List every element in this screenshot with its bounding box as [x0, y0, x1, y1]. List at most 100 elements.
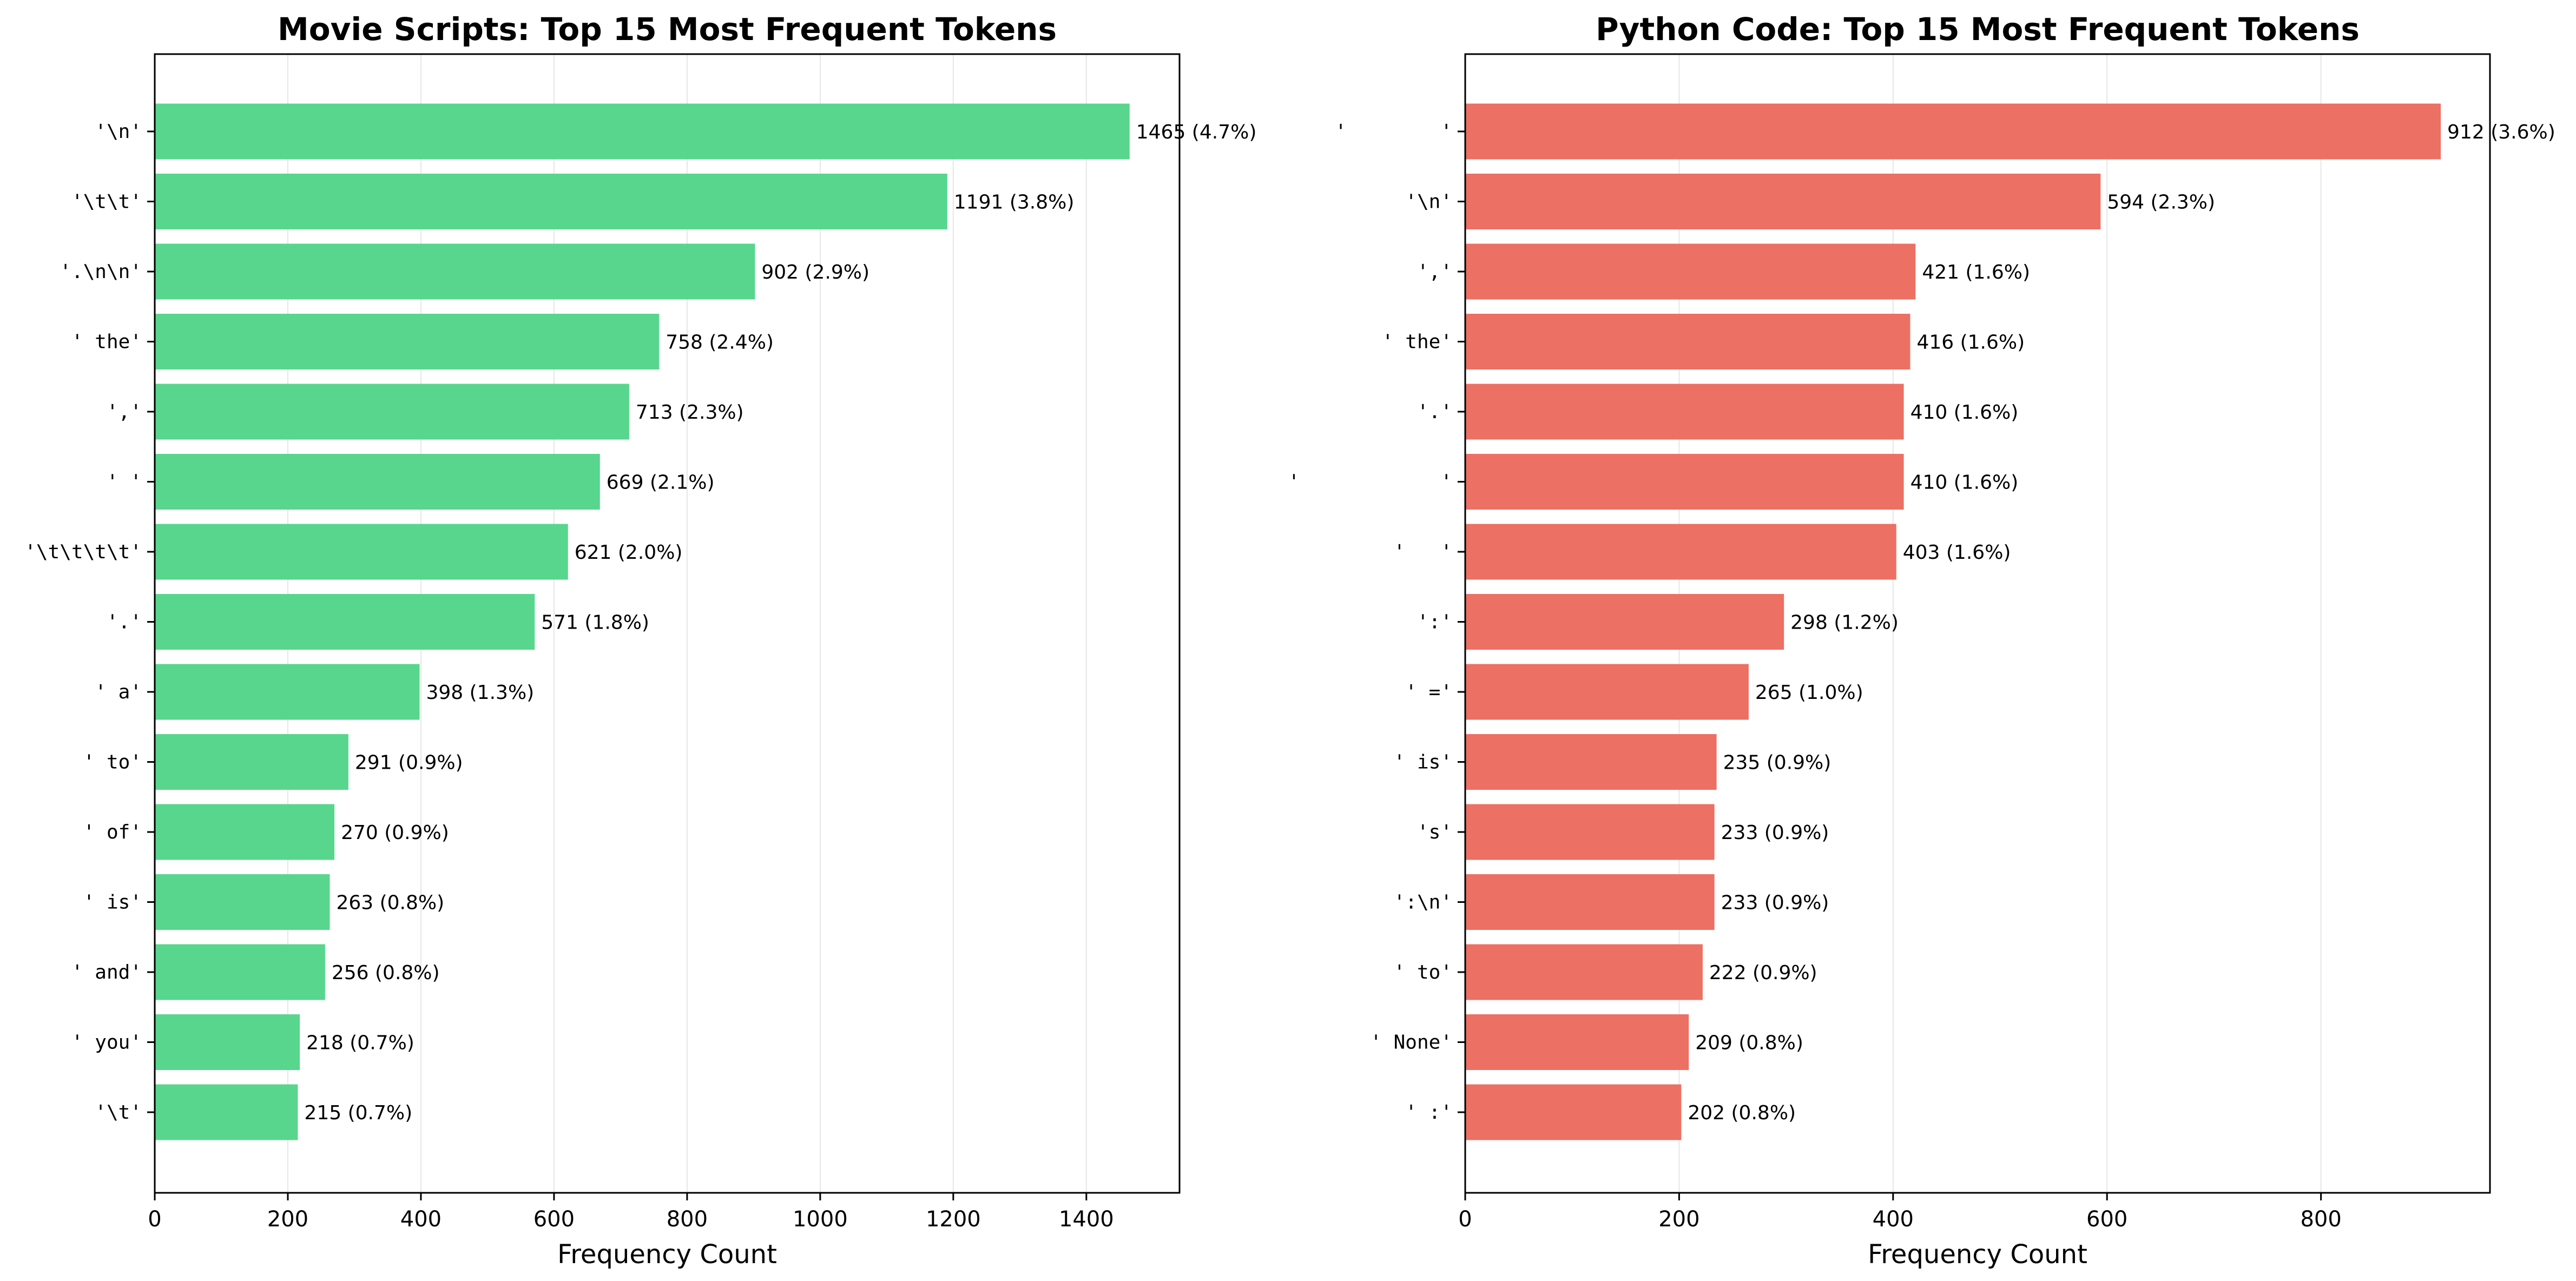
- bar-value-label: 1191 (3.8%): [954, 192, 1075, 214]
- y-tick-label: '\t\t\t\t': [24, 541, 142, 563]
- bar-value-label: 291 (0.9%): [355, 752, 463, 774]
- bar: [155, 1014, 300, 1070]
- bar: [155, 454, 600, 510]
- y-tick-label: ' ': [107, 471, 142, 493]
- x-tick-label: 400: [1873, 1207, 1914, 1232]
- bar: [155, 1084, 298, 1140]
- bar: [155, 174, 947, 229]
- y-tick-label: ' the': [1382, 331, 1452, 353]
- y-tick-label: ' ': [1335, 121, 1452, 143]
- bar: [155, 804, 335, 860]
- bar: [1465, 1084, 1682, 1140]
- bar-value-label: 209 (0.8%): [1695, 1032, 1803, 1054]
- x-tick-label: 200: [1658, 1207, 1699, 1232]
- chart-title: Movie Scripts: Top 15 Most Frequent Toke…: [278, 11, 1057, 48]
- bar-value-label: 410 (1.6%): [1910, 401, 2019, 424]
- bar-value-label: 263 (0.8%): [336, 892, 444, 914]
- bar: [155, 524, 568, 580]
- bar: [1465, 454, 1904, 510]
- bar: [1465, 734, 1717, 790]
- bar: [1465, 1014, 1689, 1070]
- bar-value-label: 912 (3.6%): [2447, 121, 2555, 143]
- y-tick-label: 's': [1417, 821, 1452, 843]
- y-tick-label: ' you': [71, 1032, 142, 1054]
- bar-value-label: 398 (1.3%): [426, 682, 534, 704]
- y-tick-label: '.': [107, 611, 142, 633]
- y-tick-label: '\n': [1405, 191, 1452, 213]
- bar: [155, 314, 660, 369]
- bar-value-label: 403 (1.6%): [1903, 542, 2011, 564]
- bar: [155, 103, 1130, 160]
- y-tick-label: ':': [1417, 611, 1452, 633]
- bar: [155, 594, 535, 650]
- bar: [1465, 874, 1715, 930]
- bar-value-label: 713 (2.3%): [636, 401, 744, 424]
- bar: [155, 243, 755, 300]
- bar-value-label: 233 (0.9%): [1721, 822, 1829, 844]
- bar: [155, 944, 325, 1000]
- y-tick-label: ' =': [1405, 681, 1452, 703]
- bar-value-label: 298 (1.2%): [1790, 612, 1899, 634]
- bar-value-label: 256 (0.8%): [332, 962, 440, 984]
- y-tick-label: ' a': [95, 681, 142, 703]
- x-tick-label: 200: [267, 1207, 308, 1232]
- y-tick-label: '\n': [95, 121, 142, 143]
- plot-frame: [1464, 53, 2491, 1194]
- y-tick-label: ' and': [71, 961, 142, 983]
- bar-value-label: 758 (2.4%): [666, 332, 774, 354]
- plot-frame: [154, 53, 1181, 1194]
- x-tick-label: 800: [2300, 1207, 2341, 1232]
- bar-value-label: 621 (2.0%): [575, 542, 683, 564]
- x-tick-label: 0: [148, 1207, 161, 1232]
- bar: [1465, 664, 1749, 720]
- y-tick-label: ',': [107, 401, 142, 423]
- bar: [1465, 804, 1715, 860]
- bar-value-label: 421 (1.6%): [1922, 261, 2030, 283]
- y-tick-label: ':\n': [1394, 892, 1452, 914]
- chart-title: Python Code: Top 15 Most Frequent Tokens: [1596, 11, 2360, 48]
- bar: [1465, 944, 1703, 1000]
- bar-value-label: 265 (1.0%): [1755, 682, 1863, 704]
- y-tick-label: ' is': [1394, 751, 1452, 774]
- bar: [1465, 243, 1916, 300]
- y-tick-label: ',': [1417, 261, 1452, 283]
- x-tick-label: 1000: [793, 1207, 848, 1232]
- chart-python-code: 912 (3.6%) ' ' 594 (2.3%) '\n' 421 (1.6%) ','…: [1288, 11, 2555, 1270]
- bar: [1465, 594, 1784, 650]
- bar: [1465, 384, 1904, 440]
- bar-value-label: 233 (0.9%): [1721, 892, 1829, 914]
- chart-movie-scripts: 1465 (4.7%) '\n' 1191 (3.8%) '\t\t' 902 (2.9…: [24, 11, 1256, 1270]
- bar-value-label: 571 (1.8%): [541, 612, 649, 634]
- y-tick-label: ' None': [1370, 1032, 1452, 1054]
- y-tick-label: ' is': [83, 892, 142, 914]
- bar-value-label: 218 (0.7%): [306, 1032, 414, 1054]
- x-tick-label: 600: [533, 1207, 575, 1232]
- y-tick-label: ' :': [1405, 1101, 1452, 1124]
- bar: [1465, 103, 2441, 160]
- bar: [155, 664, 420, 720]
- y-tick-label: '.\n\n': [60, 261, 142, 283]
- bar-value-label: 235 (0.9%): [1723, 752, 1831, 774]
- bar: [1465, 314, 1910, 369]
- bar: [1465, 174, 2101, 229]
- bar-value-label: 410 (1.6%): [1910, 472, 2019, 494]
- bar: [155, 384, 629, 440]
- x-tick-label: 1200: [926, 1207, 981, 1232]
- y-tick-label: '.': [1417, 401, 1452, 423]
- bar-value-label: 215 (0.7%): [304, 1102, 412, 1124]
- bar-value-label: 222 (0.9%): [1709, 962, 1817, 984]
- y-tick-label: '\t\t': [71, 191, 142, 213]
- bar: [155, 734, 348, 790]
- bar: [1465, 524, 1896, 580]
- y-tick-label: ' to': [1394, 961, 1452, 983]
- bar-value-label: 416 (1.6%): [1916, 332, 2025, 354]
- y-tick-label: '\t': [95, 1101, 142, 1124]
- y-tick-label: ' ': [1394, 541, 1452, 563]
- bar-value-label: 902 (2.9%): [761, 261, 869, 283]
- bar: [155, 874, 330, 930]
- x-tick-label: 600: [2086, 1207, 2127, 1232]
- bar-value-label: 669 (2.1%): [607, 472, 715, 494]
- y-tick-label: ' of': [83, 821, 142, 843]
- x-tick-label: 1400: [1059, 1207, 1114, 1232]
